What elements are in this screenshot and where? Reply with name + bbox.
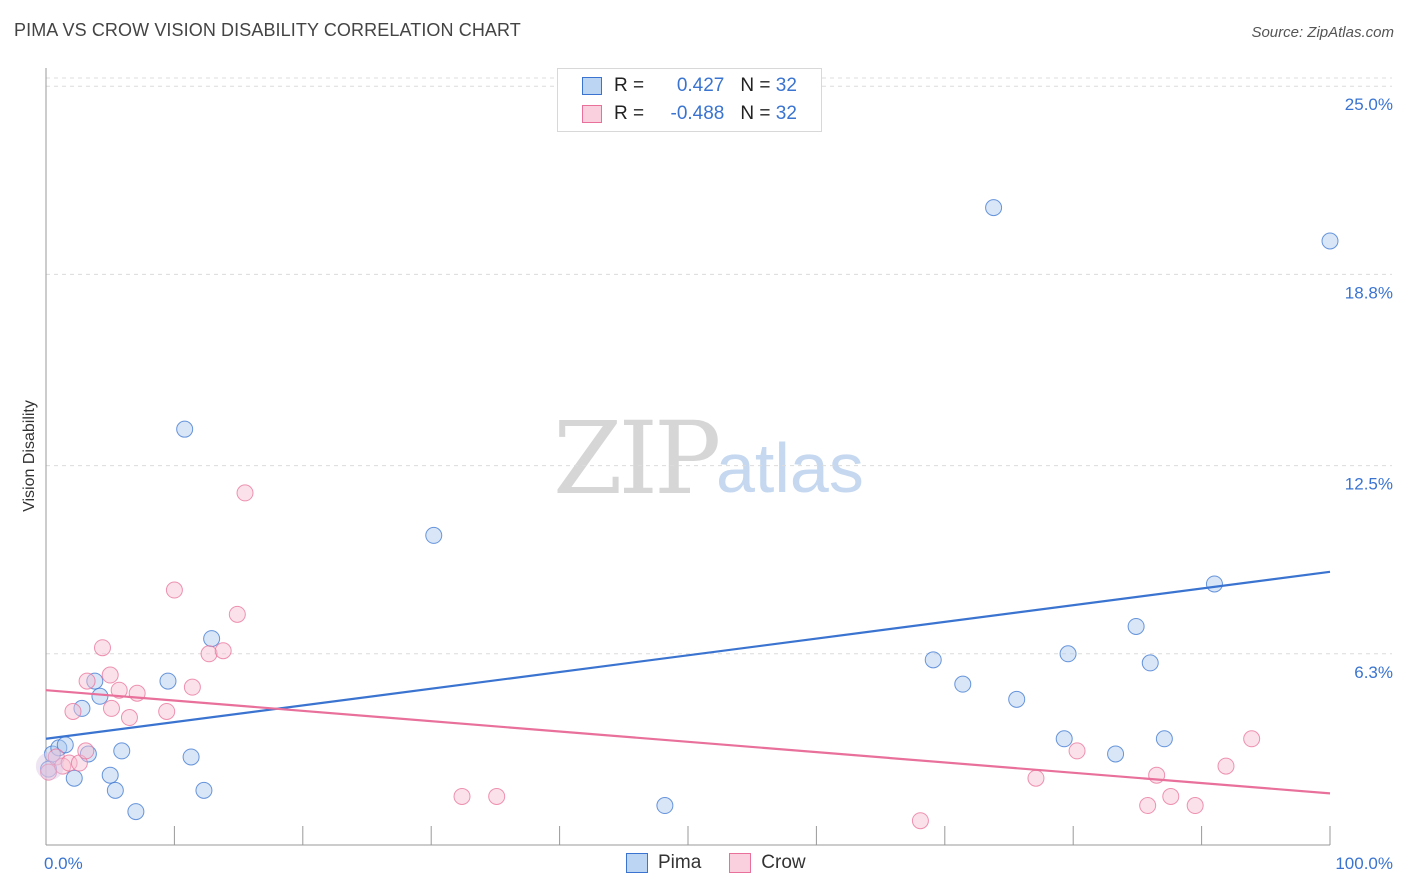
pima-point — [954, 675, 972, 693]
y-axis-title: Vision Disability — [21, 400, 38, 512]
pima-swatch-icon — [582, 77, 602, 95]
crow-point — [1068, 742, 1086, 760]
pima-legend-swatch-icon — [626, 853, 648, 873]
pima-point — [182, 748, 200, 766]
crow-point — [1027, 769, 1045, 787]
legend-item-crow[interactable]: Crow — [729, 852, 806, 874]
pima-point — [1055, 730, 1073, 748]
y-tick-label: 18.8% — [1345, 283, 1393, 302]
pima-point — [73, 699, 91, 717]
pima-point — [1059, 645, 1077, 663]
legend-row-pima: R = 0.427 N = 32 — [582, 73, 797, 99]
crow-point — [228, 605, 246, 623]
pima-point — [1008, 690, 1026, 708]
legend-label-crow: Crow — [761, 852, 806, 873]
y-tick-label: 6.3% — [1354, 663, 1393, 682]
crow-trend-line — [45, 689, 1331, 795]
crow-point — [1186, 797, 1204, 815]
crow-point — [1162, 787, 1180, 805]
crow-point — [120, 709, 138, 727]
legend-n-value: 32 — [775, 103, 797, 124]
crow-point — [101, 666, 119, 684]
pima-trend-line — [45, 570, 1331, 740]
crow-point — [77, 742, 95, 760]
crow-point — [200, 645, 218, 663]
pima-point — [91, 687, 109, 705]
y-tick-label: 12.5% — [1345, 475, 1393, 494]
crow-point — [236, 484, 254, 502]
pima-point — [106, 781, 124, 799]
crow-point — [78, 672, 96, 690]
pima-point — [113, 742, 131, 760]
chart-title: PIMA VS CROW VISION DISABILITY CORRELATI… — [14, 20, 521, 40]
pima-point — [1141, 654, 1159, 672]
legend-item-pima[interactable]: Pima — [626, 852, 701, 874]
legend-r-label: R = — [614, 103, 650, 124]
crow-swatch-icon — [582, 105, 602, 123]
pima-point — [195, 781, 213, 799]
crow-point — [158, 702, 176, 720]
x-tick-label: 0.0% — [44, 854, 83, 873]
pima-point — [1127, 617, 1145, 635]
crow-point — [453, 787, 471, 805]
overlap-cluster — [35, 752, 64, 781]
watermark-zip: ZIP — [553, 400, 721, 517]
crow-point — [911, 812, 929, 830]
series-legend: Pima Crow — [626, 852, 834, 874]
crow-point — [102, 699, 120, 717]
pima-point — [127, 803, 145, 821]
pima-point — [203, 630, 221, 648]
crow-point — [165, 581, 183, 599]
crow-point — [1217, 757, 1235, 775]
y-tick-label: 25.0% — [1345, 95, 1393, 114]
crow-legend-swatch-icon — [729, 853, 752, 873]
legend-r-value: -0.488 — [670, 103, 725, 124]
crow-point — [60, 754, 78, 772]
pima-point — [1321, 232, 1339, 250]
pima-point — [101, 766, 119, 784]
crow-point — [1139, 797, 1157, 815]
watermark-atlas: atlas — [716, 429, 864, 507]
legend-r-value: 0.427 — [676, 75, 725, 96]
pima-point — [159, 672, 177, 690]
legend-n-value: 32 — [775, 75, 797, 96]
pima-point — [176, 420, 194, 438]
crow-point — [488, 787, 506, 805]
x-tick-label: 100.0% — [1335, 854, 1393, 873]
pima-point — [656, 797, 674, 815]
crow-point — [110, 681, 128, 699]
pima-point — [1205, 575, 1223, 593]
pima-point — [924, 651, 942, 669]
crow-point — [214, 642, 232, 660]
correlation-legend: R = 0.427 N = 32 R = -0.488 N = 32 — [557, 68, 822, 132]
legend-n-label: N = — [740, 75, 776, 96]
crow-point — [1243, 730, 1261, 748]
pima-point — [1107, 745, 1125, 763]
pima-point — [425, 526, 443, 544]
pima-point — [79, 745, 97, 763]
legend-row-crow: R = -0.488 N = 32 — [582, 101, 797, 127]
crow-point — [40, 763, 58, 781]
pima-point — [985, 199, 1003, 217]
pima-point — [65, 769, 83, 787]
crow-point — [93, 639, 111, 657]
legend-label-pima: Pima — [658, 852, 702, 873]
legend-n-label: N = — [740, 103, 776, 124]
crow-point — [64, 702, 82, 720]
source-note: Source: ZipAtlas.com — [1251, 24, 1394, 41]
crow-point — [183, 678, 201, 696]
pima-point — [1155, 730, 1173, 748]
legend-r-label: R = — [614, 75, 650, 96]
